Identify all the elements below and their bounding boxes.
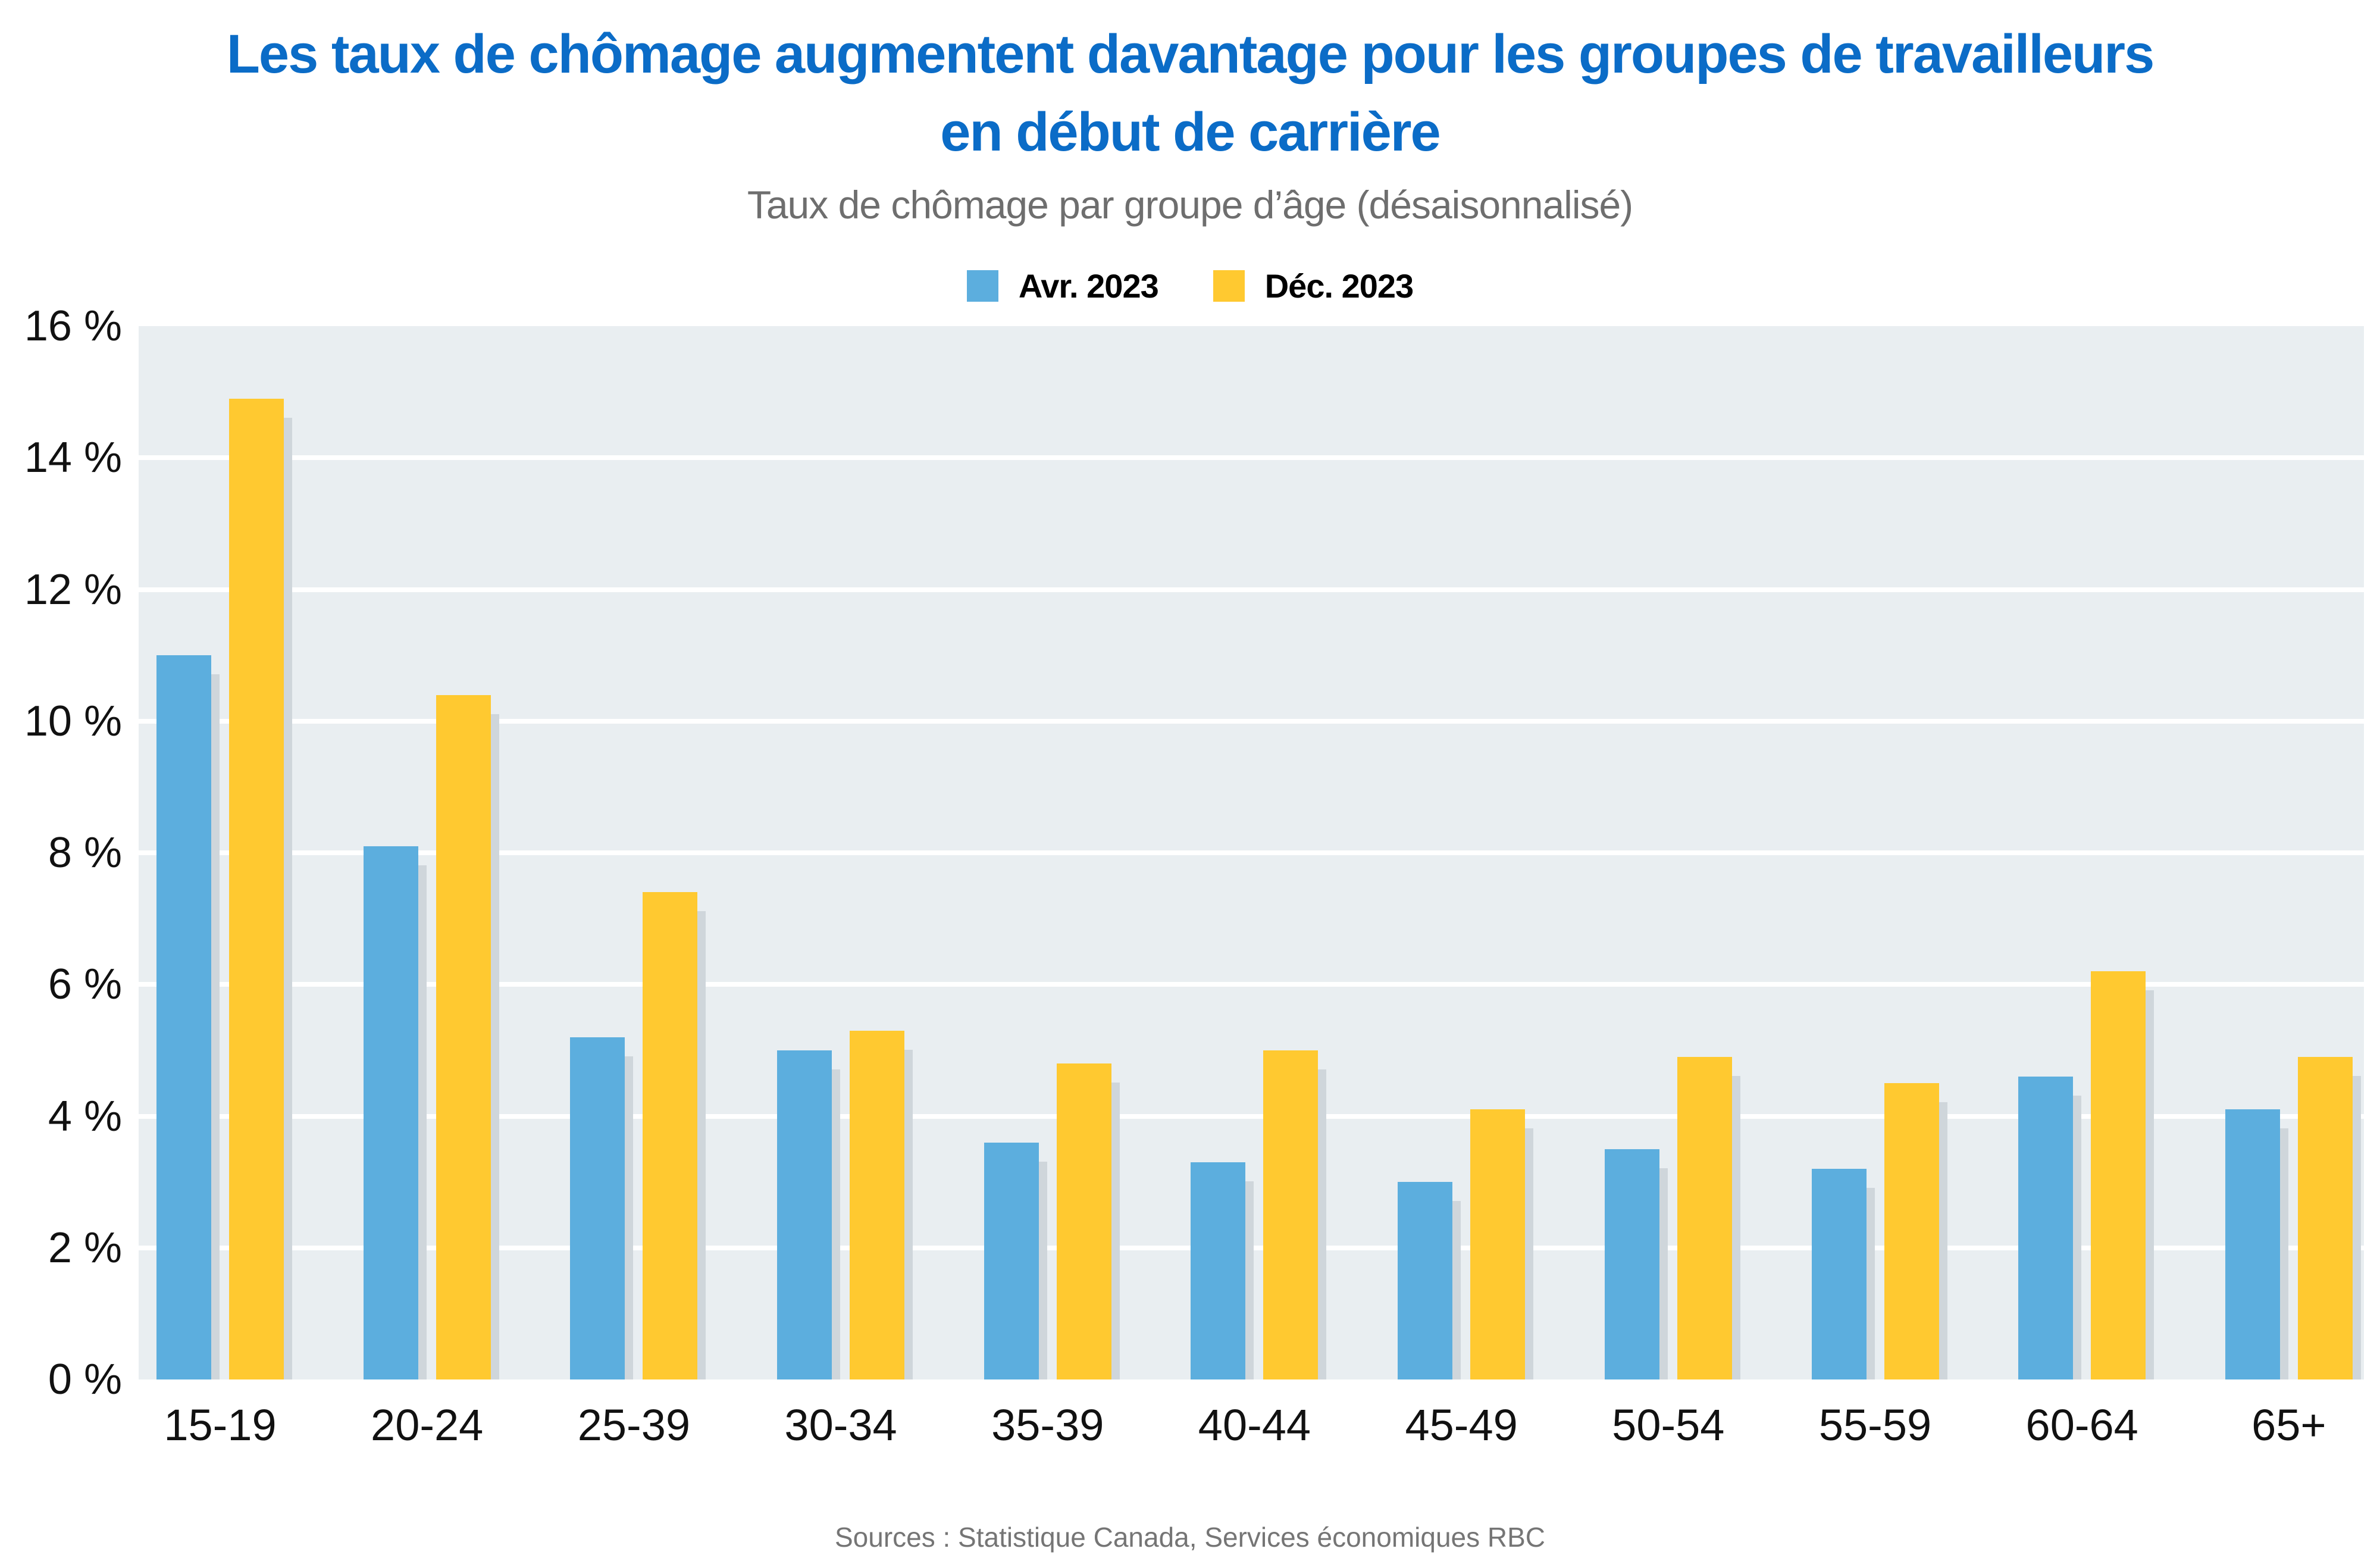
bar-avr-2023-35-39 [984,1142,1047,1379]
bar-group-35-39 [984,326,1120,1379]
x-axis-label-25-39: 25-39 [577,1400,690,1450]
bar-avr-2023-40-44 [1191,1162,1254,1379]
bar-group-45-49 [1397,326,1534,1379]
y-axis: 0 % 2 % 4 % 6 % 8 % 10 % 12 % 14 % 16 % [0,302,122,1403]
y-axis-tick-label: 10 % [24,697,122,745]
bar-d-c-2023-40-44 [1263,1050,1327,1379]
bar-group-50-54 [1604,326,1740,1379]
bar-d-c-2023-50-54 [1677,1056,1740,1379]
bar-group-65+ [2225,326,2361,1379]
chart-title-line2: en début de carrière [940,101,1440,162]
x-axis-label-60-64: 60-64 [2025,1400,2138,1450]
bar-avr-2023-65+ [2225,1109,2288,1379]
bar-d-c-2023-30-34 [850,1030,913,1379]
gridline [139,718,2364,724]
gridline [139,850,2364,855]
x-axis-label-65+: 65+ [2251,1400,2326,1450]
y-axis-tick-label: 12 % [24,565,122,614]
bar-d-c-2023-65+ [2297,1056,2361,1379]
bar-avr-2023-30-34 [777,1050,841,1379]
bars-layer [139,326,2364,1379]
y-axis-tick-label: 2 % [48,1224,122,1272]
x-axis-label-15-19: 15-19 [164,1400,277,1450]
gridline [139,455,2364,461]
bar-group-55-59 [1811,326,1947,1379]
legend-swatch [966,270,998,302]
legend-item-Déc. 2023: Déc. 2023 [1213,267,1414,305]
bar-d-c-2023-20-24 [436,695,499,1379]
y-axis-tick-label: 16 % [24,302,122,350]
legend-swatch [1213,270,1245,302]
legend-item-Avr. 2023: Avr. 2023 [966,267,1159,305]
bar-group-60-64 [2018,326,2154,1379]
bar-avr-2023-15-19 [156,655,220,1379]
bar-avr-2023-20-24 [363,846,427,1379]
bar-avr-2023-50-54 [1604,1149,1668,1379]
chart-title: Les taux de chômage augmentent davantage… [0,15,2380,171]
legend-label: Déc. 2023 [1264,267,1414,305]
bar-avr-2023-60-64 [2018,1077,2082,1379]
bar-d-c-2023-60-64 [2091,971,2154,1379]
x-axis-label-20-24: 20-24 [371,1400,484,1450]
bar-group-30-34 [776,326,913,1379]
y-axis-tick-label: 0 % [48,1356,122,1403]
x-axis-label-55-59: 55-59 [1818,1400,1932,1450]
bar-group-40-44 [1190,326,1327,1379]
bar-d-c-2023-55-59 [1884,1083,1947,1379]
plot-area [139,326,2364,1379]
gridline [139,587,2364,592]
bar-avr-2023-25-39 [570,1037,634,1379]
legend-label: Avr. 2023 [1018,267,1159,305]
x-axis: 15-19 20-24 25-39 30-34 35-39 40-44 45-49 50-54… [139,1400,2364,1450]
gridline [139,982,2364,987]
y-axis-tick-label: 6 % [48,961,122,1009]
legend: Avr. 2023 Déc. 2023 [0,267,2380,305]
bar-group-20-24 [363,326,499,1379]
bar-group-15-19 [156,326,292,1379]
bar-avr-2023-55-59 [1811,1169,1875,1379]
bar-d-c-2023-25-39 [643,892,706,1379]
gridline [139,1113,2364,1119]
y-axis-tick-label: 14 % [24,434,122,482]
bar-d-c-2023-45-49 [1470,1109,1534,1379]
source-note: Sources : Statistique Canada, Services é… [834,1522,1546,1553]
x-axis-label-40-44: 40-44 [1198,1400,1311,1450]
y-axis-tick-label: 4 % [48,1092,122,1140]
bar-avr-2023-45-49 [1398,1182,1461,1379]
chart-subtitle: Taux de chômage par groupe d’âge (désais… [747,183,1633,227]
x-axis-label-50-54: 50-54 [1612,1400,1725,1450]
x-axis-label-35-39: 35-39 [991,1400,1104,1450]
chart-title-line1: Les taux de chômage augmentent davantage… [226,24,2155,85]
bar-d-c-2023-15-19 [229,398,292,1379]
y-axis-tick-label: 8 % [48,829,122,877]
bar-d-c-2023-35-39 [1056,1063,1120,1379]
x-axis-label-45-49: 45-49 [1405,1400,1518,1450]
bar-group-25-39 [569,326,706,1379]
x-axis-label-30-34: 30-34 [784,1400,897,1450]
